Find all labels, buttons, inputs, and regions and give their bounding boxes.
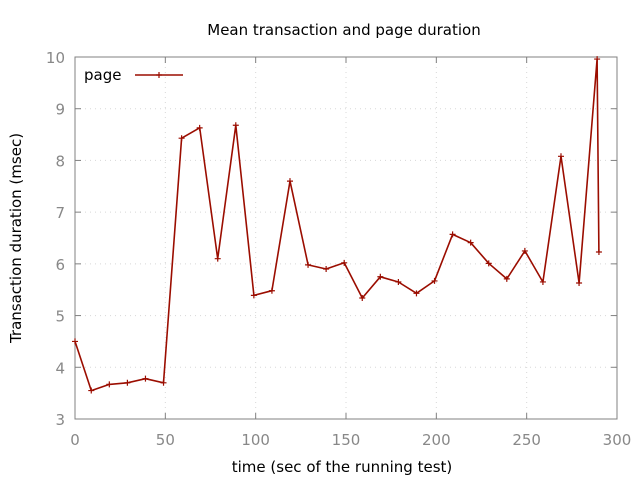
data-point: [521, 247, 528, 254]
data-point: [323, 266, 330, 273]
axis-ticks: 0 50 100 150 200 250 300 3 4 5 6 7 8 9 10: [46, 49, 631, 449]
data-point: [250, 292, 257, 299]
data-point: [576, 279, 583, 286]
data-point: [286, 178, 293, 185]
y-tick-label: 5: [55, 308, 65, 326]
y-tick-label: 4: [55, 359, 65, 377]
data-point: [449, 231, 456, 238]
data-point: [503, 275, 510, 282]
x-tick-label: 50: [156, 431, 175, 449]
data-point: [214, 255, 221, 262]
x-tick-label: 150: [332, 431, 361, 449]
data-point: [341, 259, 348, 266]
y-tick-label: 7: [55, 204, 65, 222]
data-point: [594, 56, 601, 63]
data-point: [232, 122, 239, 129]
grid-lines: [75, 57, 617, 419]
data-point: [539, 278, 546, 285]
data-point: [557, 153, 564, 160]
x-tick-label: 100: [241, 431, 270, 449]
y-axis-label: Transaction duration (msec): [7, 133, 25, 344]
x-tick-label: 0: [70, 431, 80, 449]
data-point: [485, 260, 492, 267]
x-axis-label: time (sec of the running test): [232, 458, 453, 476]
y-tick-label: 8: [55, 152, 65, 170]
data-point: [395, 278, 402, 285]
data-point: [413, 290, 420, 297]
x-tick-label: 250: [512, 431, 541, 449]
data-point: [359, 294, 366, 301]
data-point: [88, 387, 95, 394]
data-point: [124, 379, 131, 386]
data-point: [178, 135, 185, 142]
data-point: [106, 381, 113, 388]
x-tick-label: 200: [422, 431, 451, 449]
y-tick-label: 3: [55, 411, 65, 429]
data-point: [467, 239, 474, 246]
data-point: [196, 124, 203, 131]
x-tick-label: 300: [603, 431, 632, 449]
legend-label-page: page: [84, 66, 121, 84]
y-tick-label: 10: [46, 49, 65, 67]
data-point: [72, 338, 78, 345]
data-point: [431, 277, 438, 284]
y-tick-label: 6: [55, 256, 65, 274]
legend: page: [84, 66, 183, 84]
data-point: [595, 248, 602, 255]
data-point: [377, 273, 384, 280]
data-point: [268, 287, 275, 294]
series-group: [72, 56, 602, 394]
y-tick-label: 9: [55, 101, 65, 119]
data-point: [142, 375, 149, 382]
legend-marker-page: [156, 72, 162, 78]
data-point: [305, 261, 312, 268]
data-point: [160, 379, 167, 386]
chart-title: Mean transaction and page duration: [207, 21, 480, 39]
